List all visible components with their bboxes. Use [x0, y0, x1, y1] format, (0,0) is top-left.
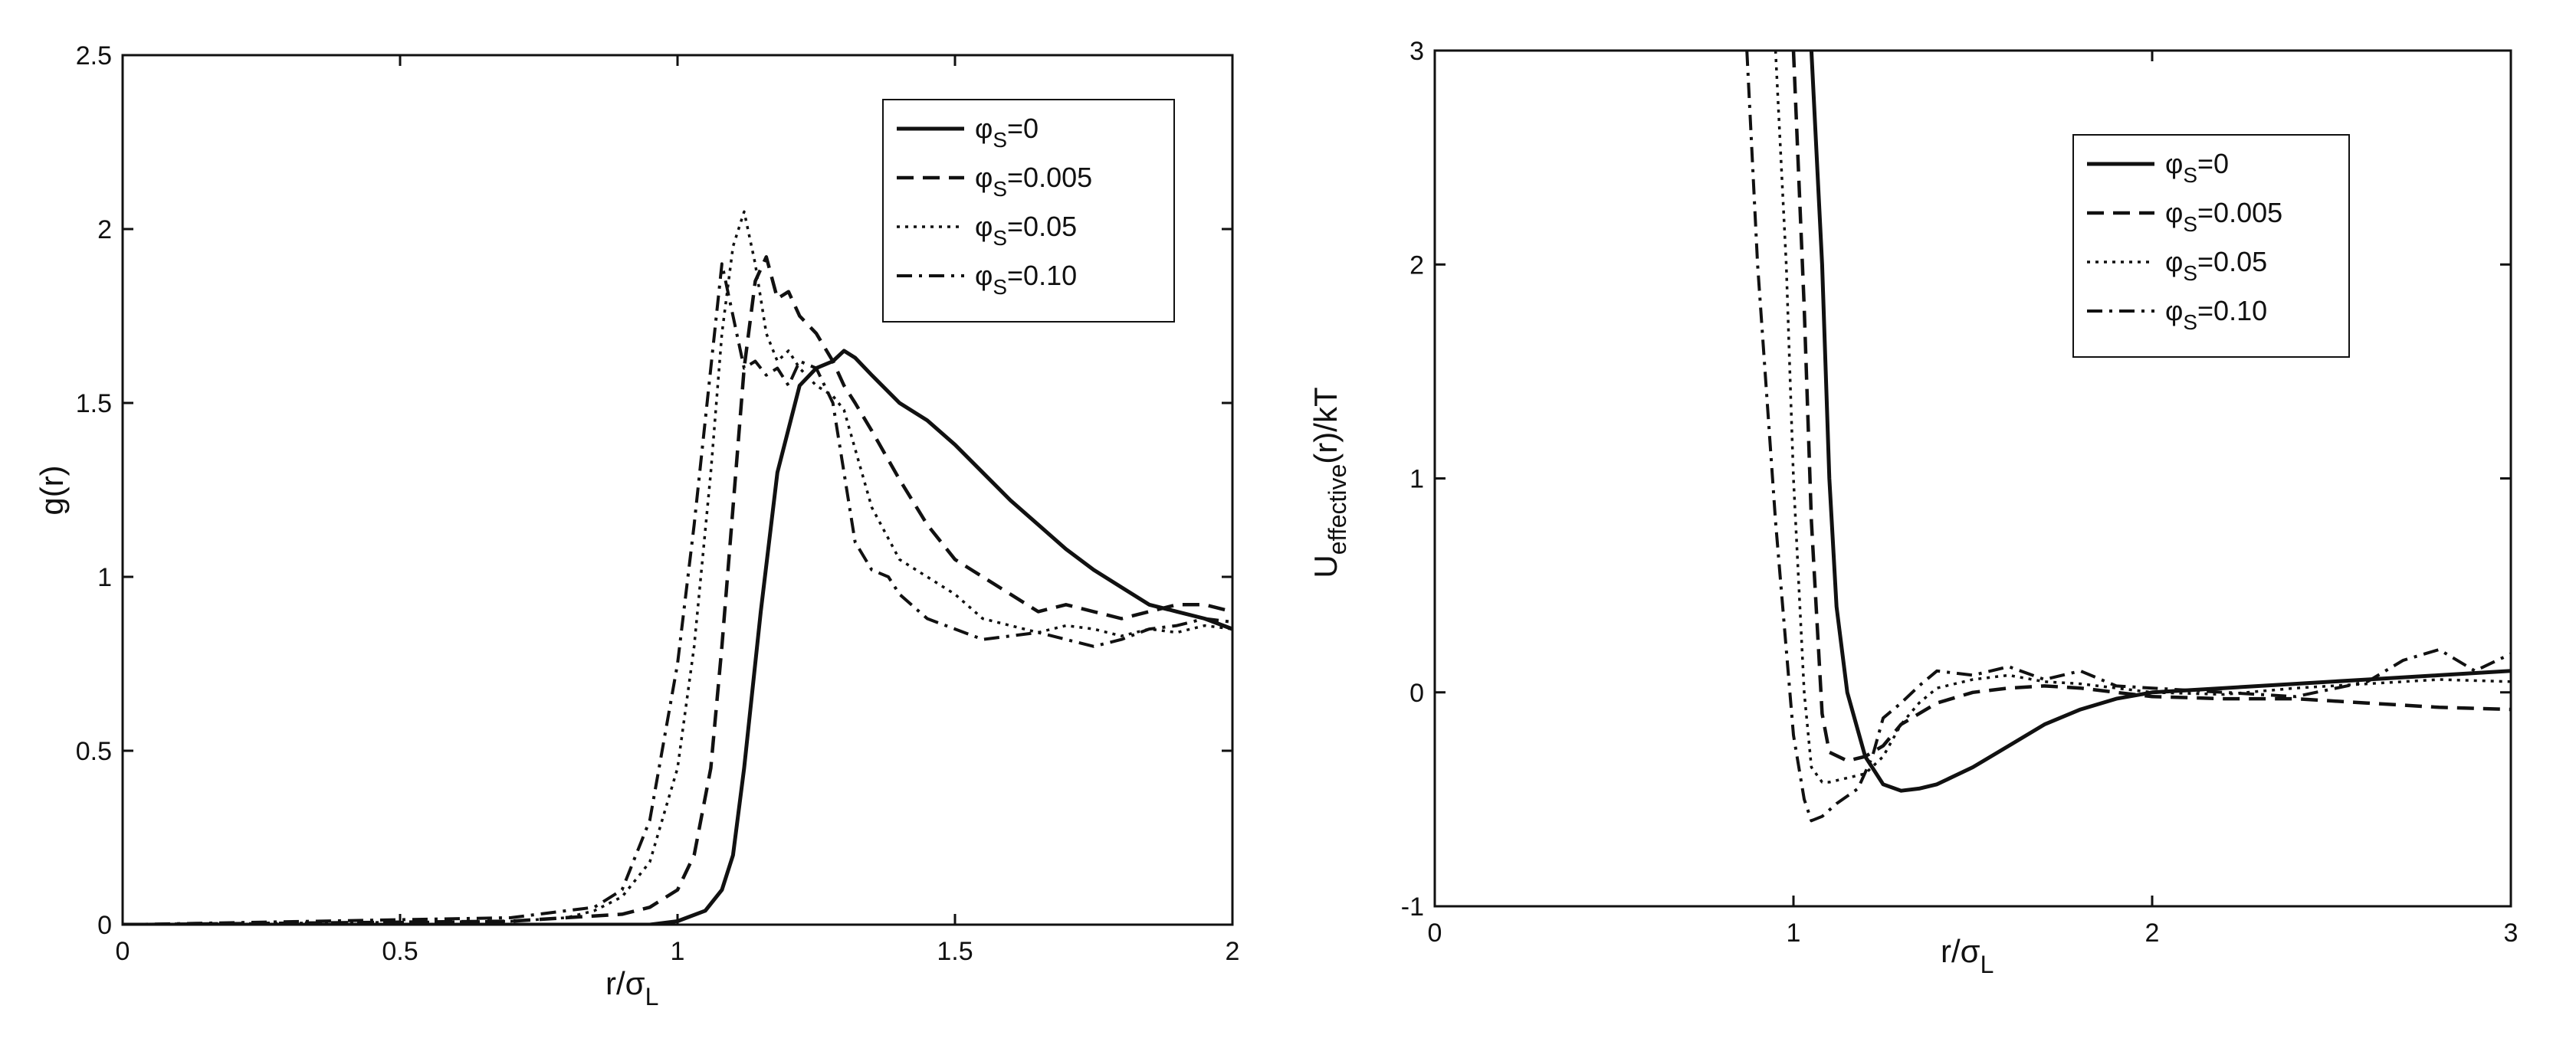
x-tick-label: 0	[116, 937, 130, 966]
y-tick-label: 2.5	[76, 41, 112, 70]
legend: φS=0 φS=0.005 φS=0.05 φS=0.10	[2072, 134, 2350, 358]
x-tick-label: 0	[1428, 919, 1442, 948]
y-axis-title: g(r)	[34, 465, 70, 515]
legend-box	[882, 99, 1175, 323]
y-tick-label: 0.5	[76, 737, 112, 766]
x-axis-title: r/σL	[605, 965, 658, 1010]
legend-label: φS=0.10	[975, 260, 1077, 299]
legend-entries: φS=0 φS=0.005 φS=0.05 φS=0.10	[897, 113, 1092, 299]
legend-entries: φS=0 φS=0.005 φS=0.05 φS=0.10	[2087, 148, 2282, 334]
series-line-dashdot	[123, 262, 1232, 925]
y-tick-label: 3	[1409, 37, 1424, 66]
y-tick-label: -1	[1401, 892, 1424, 922]
series-line-dashed	[1791, 51, 2511, 763]
y-tick-label: 0	[97, 911, 112, 940]
series-line-dashdot	[1745, 51, 2511, 823]
x-axis-title: r/σL	[1941, 933, 1994, 978]
x-tick-label: 3	[2504, 919, 2519, 948]
legend-label: φS=0.10	[2165, 295, 2267, 334]
series-group	[123, 210, 1232, 925]
x-tick-label: 2	[2145, 919, 2160, 948]
legend-label: φS=0.005	[975, 162, 1092, 201]
legend: φS=0 φS=0.005 φS=0.05 φS=0.10	[882, 99, 1175, 323]
series-line-solid	[1809, 51, 2511, 793]
x-tick-label: 1	[1787, 919, 1801, 948]
y-tick-label: 2	[97, 215, 112, 244]
series-line-solid	[123, 349, 1232, 925]
x-tick-label: 2	[1226, 937, 1240, 966]
x-tick-label: 1	[671, 937, 685, 966]
y-axis-title: Ueffective(r)/kT	[1308, 387, 1351, 578]
legend-label: φS=0.05	[2165, 246, 2267, 285]
y-tick-label: 2	[1409, 251, 1424, 280]
legend-label: φS=0	[975, 113, 1039, 152]
legend-box	[2072, 134, 2350, 358]
legend-label: φS=0.05	[975, 211, 1077, 250]
y-tick-label: 1	[97, 563, 112, 592]
x-tick-label: 1.5	[937, 937, 973, 966]
panel-gr: 0 0.5 1 1.5 200.511.522.5 r/σL g(r) φS=0φS=0…	[34, 41, 1239, 1010]
legend-label: φS=0	[2165, 148, 2229, 187]
legend-label: φS=0.005	[2165, 197, 2282, 236]
series-line-dashed	[123, 255, 1232, 925]
x-tick-label: 0.5	[382, 937, 418, 966]
series-line-dotted	[123, 210, 1232, 925]
y-tick-label: 1.5	[76, 389, 112, 418]
y-tick-label: 1	[1409, 465, 1424, 494]
series-group	[1745, 51, 2511, 823]
y-tick-label: 0	[1409, 679, 1424, 708]
